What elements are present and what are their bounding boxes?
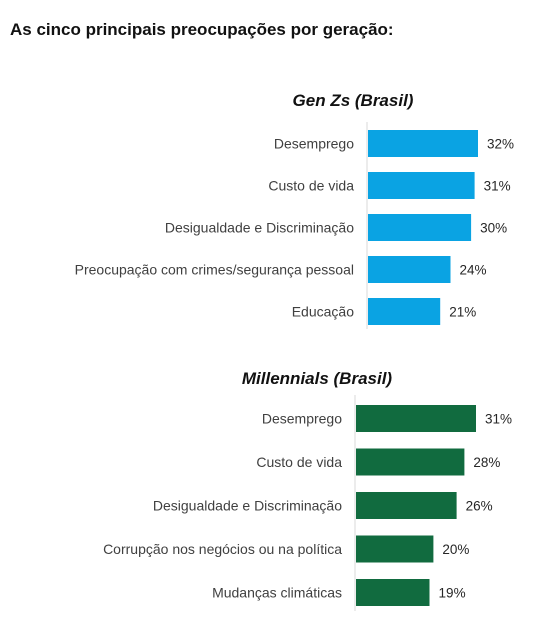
bar	[356, 448, 465, 476]
data-label: 32%	[487, 137, 514, 152]
category-label: Custo de vida	[256, 454, 342, 470]
bar	[368, 298, 441, 325]
bar	[368, 130, 478, 157]
bar	[356, 535, 434, 563]
category-label: Preocupação com crimes/segurança pessoal	[75, 262, 354, 278]
category-label: Desigualdade e Discriminação	[165, 220, 354, 236]
category-label: Custo de vida	[268, 178, 354, 194]
chart-millennials: Millennials (Brasil) Desemprego 31% Custo …	[103, 369, 512, 611]
bar-group: Desemprego 32% Custo de vida 31% Desigualdad…	[75, 130, 514, 325]
data-label: 31%	[485, 412, 512, 427]
data-label: 21%	[449, 305, 476, 320]
category-label: Mudanças climáticas	[212, 585, 342, 601]
data-label: 26%	[466, 499, 493, 514]
category-label: Desemprego	[262, 411, 342, 427]
bar	[356, 579, 430, 606]
category-label: Desemprego	[274, 136, 354, 152]
chart-gen-z: Gen Zs (Brasil) Desemprego 32% Custo de vi…	[75, 91, 514, 329]
bar	[356, 405, 476, 432]
bar	[368, 214, 472, 241]
bar	[368, 172, 475, 199]
data-label: 30%	[480, 221, 507, 236]
chart-title: Millennials (Brasil)	[242, 369, 393, 388]
category-label: Educação	[292, 304, 354, 320]
category-label: Desigualdade e Discriminação	[153, 498, 342, 514]
bar	[356, 492, 457, 519]
bar-group: Desemprego 31% Custo de vida 28% Desigualdad…	[103, 405, 512, 606]
data-label: 24%	[460, 263, 487, 278]
category-label: Corrupção nos negócios ou na política	[103, 541, 342, 557]
page-title: As cinco principais preocupações por ger…	[10, 20, 394, 39]
data-label: 31%	[484, 179, 511, 194]
chart-title: Gen Zs (Brasil)	[293, 91, 414, 110]
data-label: 20%	[442, 542, 469, 557]
data-label: 19%	[439, 586, 466, 601]
data-label: 28%	[473, 455, 500, 470]
bar	[368, 256, 451, 283]
